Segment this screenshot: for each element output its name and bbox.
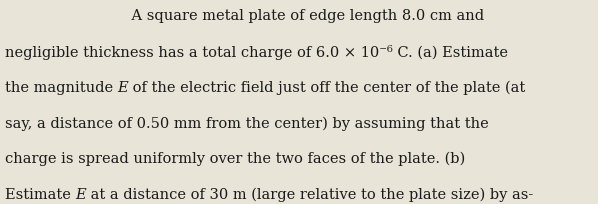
Text: charge is spread uniformly over the two faces of the plate. (b): charge is spread uniformly over the two …: [5, 152, 465, 166]
Text: E: E: [118, 81, 128, 95]
Text: negligible thickness has a total charge of 6.0 × 10⁻⁶ C. (a) Estimate: negligible thickness has a total charge …: [5, 45, 508, 60]
Text: of the electric field just off the center of the plate (at: of the electric field just off the cente…: [128, 81, 526, 95]
Text: the magnitude: the magnitude: [5, 81, 118, 95]
Text: Estimate: Estimate: [5, 188, 75, 202]
Text: A square metal plate of edge length 8.0 cm and: A square metal plate of edge length 8.0 …: [114, 9, 484, 23]
Text: E: E: [75, 188, 86, 202]
Text: say, a distance of 0.50 mm from the center) by assuming that the: say, a distance of 0.50 mm from the cent…: [5, 116, 489, 131]
Text: at a distance of 30 m (large relative to the plate size) by as-: at a distance of 30 m (large relative to…: [86, 188, 533, 202]
